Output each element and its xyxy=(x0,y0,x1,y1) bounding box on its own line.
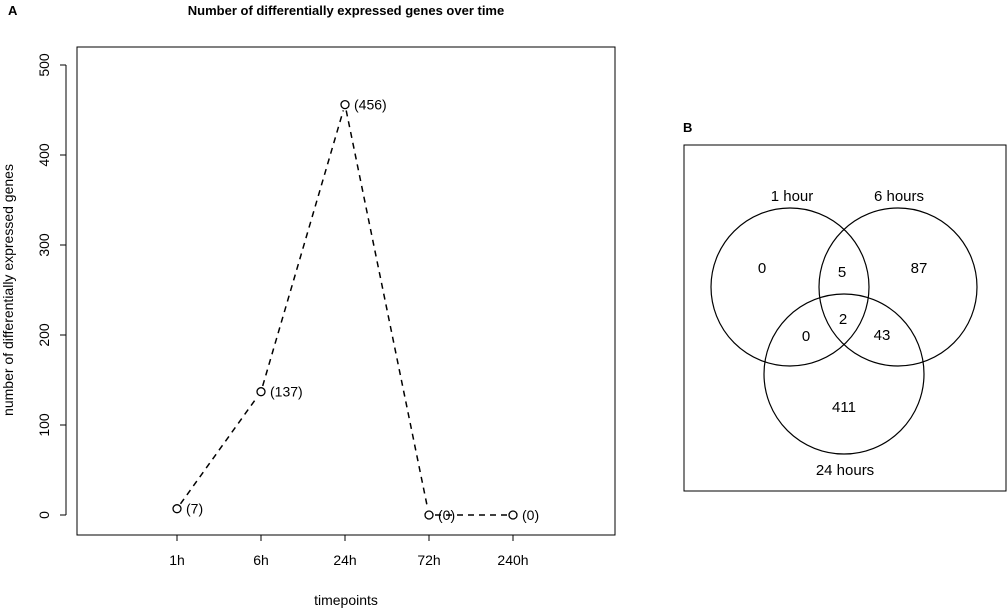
venn-region-only-6-hours: 87 xyxy=(911,260,928,277)
panel-a-label: A xyxy=(8,3,18,18)
panel-b-label: B xyxy=(683,120,692,135)
data-point xyxy=(340,99,350,110)
data-label: (0) xyxy=(438,507,455,523)
x-axis-ticks: 1h 6h 24h 72h 240h xyxy=(169,535,529,568)
venn-region-only-24-hours: 411 xyxy=(832,399,856,416)
venn-circle-24-hours xyxy=(763,293,925,455)
venn-region-1-and-24-hours: 0 xyxy=(802,328,810,345)
data-point xyxy=(508,510,518,520)
venn-circle-6-hours xyxy=(818,207,978,367)
venn-region-6-and-24-hours: 43 xyxy=(874,327,891,344)
panel-b: B 1 hour 6 hours 24 hours 0 87 411 5 0 4… xyxy=(683,120,1007,492)
plot-frame xyxy=(76,46,616,536)
venn-region-only-1-hour: 0 xyxy=(758,260,766,277)
x-tick-label: 6h xyxy=(253,552,269,568)
y-axis-title: number of differentially expressed genes xyxy=(0,164,16,416)
y-tick-label: 300 xyxy=(36,233,52,257)
venn-circle-1-hour xyxy=(710,207,870,367)
venn-set-label-6-hours: 6 hours xyxy=(874,188,924,205)
series-segment xyxy=(345,110,429,510)
y-tick-label: 400 xyxy=(36,143,52,167)
y-axis-ticks: 0 100 200 300 400 500 xyxy=(36,53,66,519)
chart-title: Number of differentially expressed genes… xyxy=(188,3,504,18)
series-segment xyxy=(179,396,259,505)
venn-set-label-1-hour: 1 hour xyxy=(771,188,814,205)
panel-a: A Number of differentially expressed gen… xyxy=(0,3,616,608)
venn-region-all-three: 2 xyxy=(839,311,847,328)
data-label: (7) xyxy=(186,501,203,517)
y-tick-label: 100 xyxy=(36,413,52,437)
venn-set-label-24-hours: 24 hours xyxy=(816,462,874,479)
series-line xyxy=(179,110,507,516)
y-tick-label: 500 xyxy=(36,53,52,77)
venn-region-1-and-6-hours: 5 xyxy=(838,264,846,281)
data-point xyxy=(256,387,266,397)
x-tick-label: 24h xyxy=(333,552,356,568)
data-point xyxy=(424,510,434,520)
data-label: (456) xyxy=(354,97,387,113)
series-segment xyxy=(261,110,345,387)
x-axis-title: timepoints xyxy=(314,592,378,608)
x-tick-label: 72h xyxy=(417,552,440,568)
data-label: (0) xyxy=(522,507,539,523)
x-tick-label: 1h xyxy=(169,552,185,568)
venn-frame xyxy=(683,144,1007,492)
y-tick-label: 0 xyxy=(36,511,52,519)
data-point xyxy=(172,504,182,514)
x-tick-label: 240h xyxy=(497,552,528,568)
data-points: (7) (137) (456) (0) (0) xyxy=(172,97,539,523)
data-label: (137) xyxy=(270,384,303,400)
y-tick-label: 200 xyxy=(36,323,52,347)
